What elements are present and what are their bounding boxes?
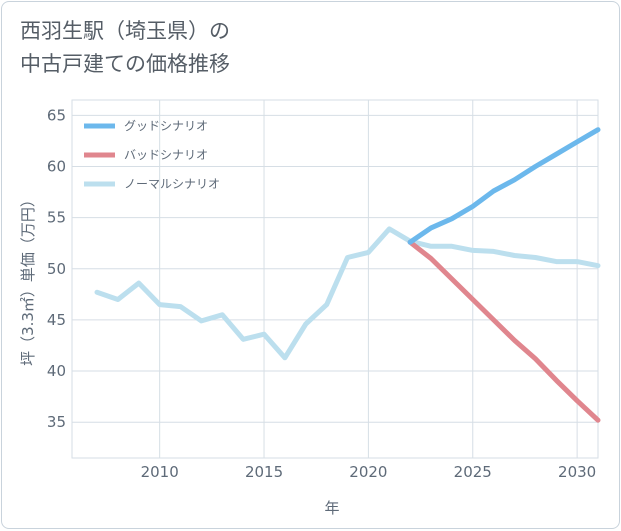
y-tick-label-65: 65 [47, 106, 66, 124]
y-tick-label-35: 35 [47, 413, 66, 431]
y-axis-label: 坪（3.3㎡）単価（万円） [19, 192, 37, 366]
x-tick-label-2020: 2020 [349, 463, 387, 481]
y-tick-label-45: 45 [47, 311, 66, 329]
y-tick-label-55: 55 [47, 209, 66, 227]
x-axis-ticks: 2010 2015 2020 2025 2030 [141, 463, 597, 481]
series-line-bad [407, 239, 601, 423]
chart-title-line-1: 西羽生駅（埼玉県）の [20, 19, 230, 43]
grid-lines [72, 100, 598, 458]
series-lines [94, 127, 601, 423]
x-axis-label: 年 [324, 499, 339, 517]
x-tick-label-2015: 2015 [245, 463, 283, 481]
y-tick-label-40: 40 [47, 362, 66, 380]
y-tick-label-50: 50 [47, 260, 66, 278]
x-tick-label-2025: 2025 [454, 463, 492, 481]
chart-title: 西羽生駅（埼玉県）の 中古戸建ての価格推移 [20, 15, 230, 81]
series-line-good [407, 127, 601, 245]
x-tick-label-2030: 2030 [558, 463, 596, 481]
x-tick-label-2010: 2010 [141, 463, 179, 481]
legend-label-normal: ノーマルシナリオ [124, 177, 220, 191]
y-axis-ticks: 35 40 45 50 55 60 65 [47, 106, 66, 431]
series-line-normal [94, 226, 601, 361]
y-tick-label-60: 60 [47, 157, 66, 175]
legend-label-good: グッドシナリオ [124, 119, 208, 133]
legend-label-bad: バッドシナリオ [124, 148, 208, 162]
chart-title-line-2: 中古戸建ての価格推移 [20, 52, 230, 76]
